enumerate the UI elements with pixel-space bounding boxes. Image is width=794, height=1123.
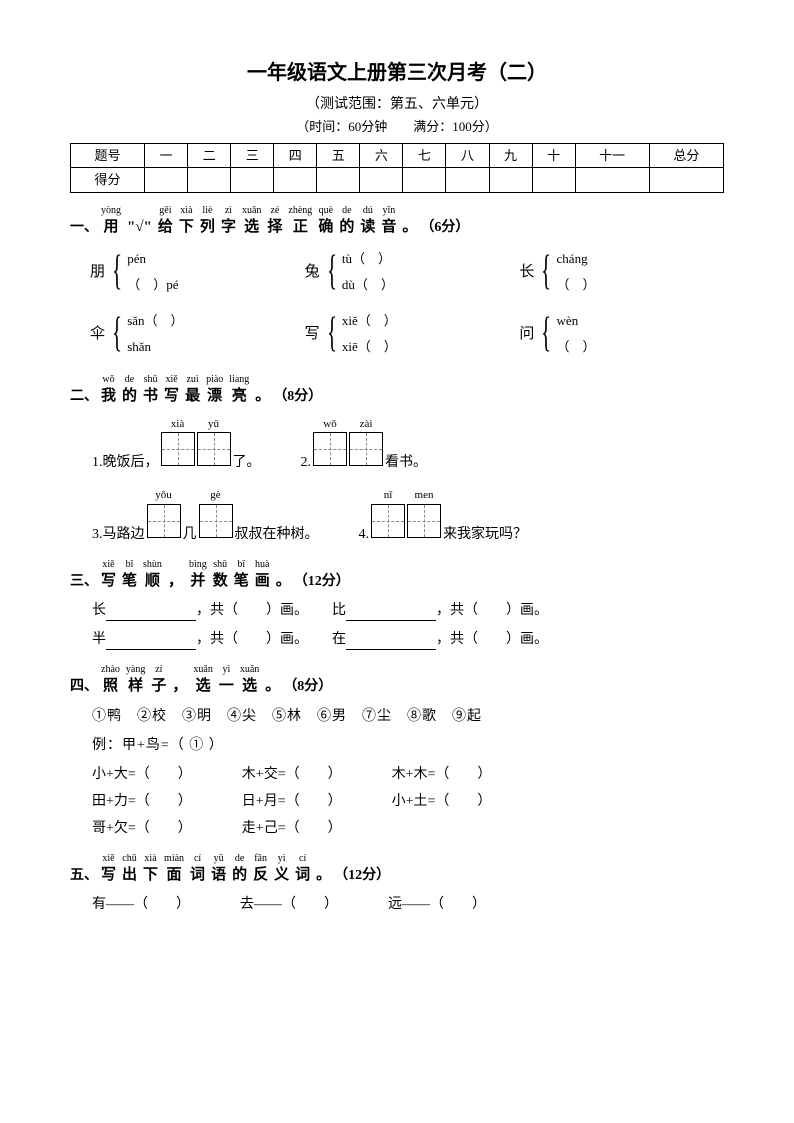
section-4-heading: 四、zhào照yàng样zi子，xuǎn选yi一xuǎn选。（8分） <box>70 664 724 698</box>
score-table: 题号一二三四五六七八九十十一总分 得分 <box>70 143 724 193</box>
page-title: 一年级语文上册第三次月考（二） <box>70 58 724 88</box>
section-1-heading: 一、yòng用"√"gěi给xià下liè列zì字xuǎn选zé择zhèng正q… <box>70 205 724 239</box>
meta: （时间：60分钟 满分：100分） <box>70 117 724 137</box>
section-5-heading: 五、xiě写chū出xià下miàn面cí词yǔ语de的fǎn反yì义cí词。（… <box>70 853 724 887</box>
example: 例：甲+鸟=（ ① ） <box>92 735 724 756</box>
options: ①鸭 ②校 ③明 ④尖 ⑤林 ⑥男 ⑦尘 ⑧歌 ⑨起 <box>92 706 724 727</box>
section-3-heading: 三、xiě写bǐ笔shùn顺，bìng并shǔ数bǐ笔huà画。（12分） <box>70 559 724 593</box>
section-2-heading: 二、wǒ我de的shū书xiě写zuì最piào漂liang亮。（8分） <box>70 374 724 408</box>
subtitle: （测试范围：第五、六单元） <box>70 94 724 115</box>
